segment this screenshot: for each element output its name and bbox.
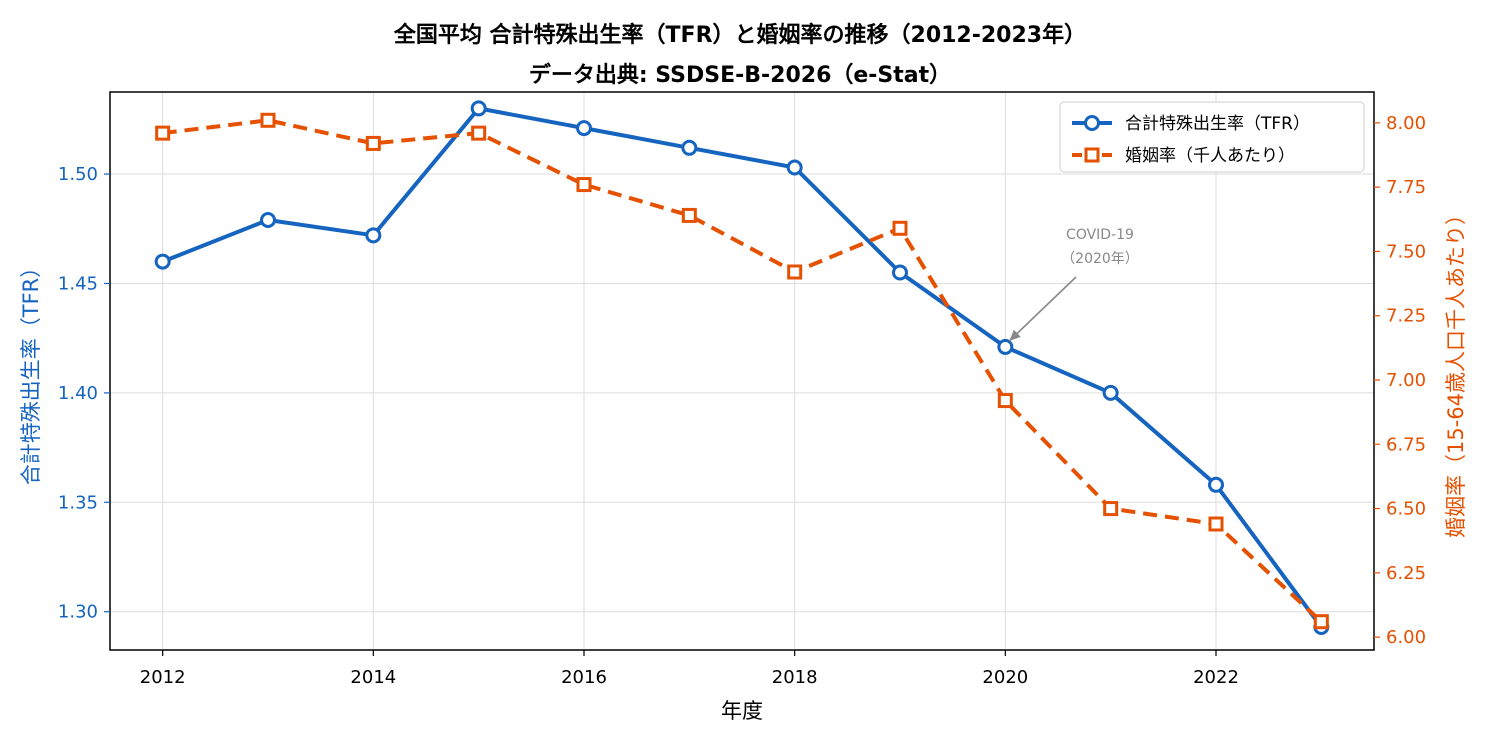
tfr-data-point xyxy=(892,264,908,281)
x-tick-label: 2014 xyxy=(350,667,396,688)
annotation-label-line1: COVID-19 xyxy=(1066,227,1134,243)
y-left-tick-label: 1.35 xyxy=(58,492,98,513)
marriage-rate-data-point xyxy=(892,220,908,236)
tfr-data-point xyxy=(1208,476,1224,493)
marriage-rate-data-point xyxy=(997,393,1013,409)
y-left-tick-label: 1.50 xyxy=(58,164,98,185)
tfr-data-point xyxy=(154,253,171,270)
y-axis-right-label: 婚姻率（15-64歳人口千人あたり） xyxy=(1444,204,1468,538)
marriage-rate-data-point xyxy=(1103,501,1119,517)
marriage-rate-data-point xyxy=(576,177,592,193)
tfr-data-point xyxy=(786,159,803,176)
series-layer xyxy=(154,100,1330,636)
y-left-tick-label: 1.40 xyxy=(58,383,98,404)
x-axis-label: 年度 xyxy=(721,699,763,723)
marriage-rate-data-point xyxy=(365,135,381,151)
plot-frame xyxy=(109,91,1375,651)
chart-subtitle: データ出典: SSDSE-B-2026（e-Stat） xyxy=(529,62,951,88)
legend-label-tfr: 合計特殊出生率（TFR） xyxy=(1125,114,1310,134)
x-tick-label: 2012 xyxy=(140,667,186,688)
tfr-data-point xyxy=(576,120,592,137)
marriage-rate-data-point xyxy=(1313,614,1329,630)
x-tick-label: 2016 xyxy=(561,667,607,688)
legend-box xyxy=(1059,101,1365,173)
y-right-tick-label: 6.25 xyxy=(1386,563,1426,584)
legend-marker-circle xyxy=(1084,115,1100,131)
y-right-tick-label: 7.00 xyxy=(1386,370,1426,391)
marriage-rate-data-point xyxy=(1208,516,1224,532)
tfr-data-point xyxy=(681,139,698,156)
y-right-tick-label: 7.25 xyxy=(1386,306,1426,327)
y-right-tick-label: 6.75 xyxy=(1386,434,1426,455)
axes-layer: 2012 2014 2016 2018 2020 2022 1.30 1.35 1.40 1.45… xyxy=(58,113,1426,688)
marriage-rate-data-point xyxy=(155,125,171,141)
tfr-data-point xyxy=(365,227,382,244)
marriage-rate-data-point xyxy=(681,207,697,223)
y-right-tick-label: 8.00 xyxy=(1386,113,1426,134)
x-tick-label: 2018 xyxy=(772,667,818,688)
annotation-arrowhead xyxy=(1009,329,1021,341)
chart-title: 全国平均 合計特殊出生率（TFR）と婚姻率の推移（2012-2023年） xyxy=(393,22,1086,48)
annotation-arrow-line xyxy=(1008,276,1077,342)
marriage-rate-data-point xyxy=(260,112,276,128)
marriage-rate-data-point xyxy=(471,125,487,141)
legend: 合計特殊出生率（TFR） 婚姻率（千人あたり） xyxy=(1059,101,1365,173)
tfr-data-point xyxy=(470,100,487,117)
marriage-rate-data-point xyxy=(787,264,803,280)
y-right-tick-label: 6.00 xyxy=(1386,627,1426,648)
tfr-data-point xyxy=(997,338,1014,355)
y-axis-left-label: 合計特殊出生率（TFR） xyxy=(19,257,43,486)
annotation-label-line2: （2020年） xyxy=(1061,251,1139,267)
legend-label-marriage-rate: 婚姻率（千人あたり） xyxy=(1125,146,1295,166)
legend-marker-square xyxy=(1084,147,1100,163)
y-left-tick-label: 1.30 xyxy=(58,602,98,623)
series-line-tfr xyxy=(161,106,1323,629)
x-tick-label: 2020 xyxy=(982,667,1028,688)
y-left-tick-label: 1.45 xyxy=(58,273,98,294)
y-right-tick-label: 7.75 xyxy=(1386,177,1426,198)
y-right-tick-label: 6.50 xyxy=(1386,499,1426,520)
x-tick-label: 2022 xyxy=(1193,667,1239,688)
annotation-layer: COVID-19 （2020年） xyxy=(1008,227,1139,342)
y-right-tick-label: 7.50 xyxy=(1386,241,1426,262)
tfr-data-point xyxy=(260,212,276,229)
tfr-data-point xyxy=(1102,384,1119,401)
series-line-marriage-rate xyxy=(162,118,1323,624)
grid-lines xyxy=(110,92,1374,650)
